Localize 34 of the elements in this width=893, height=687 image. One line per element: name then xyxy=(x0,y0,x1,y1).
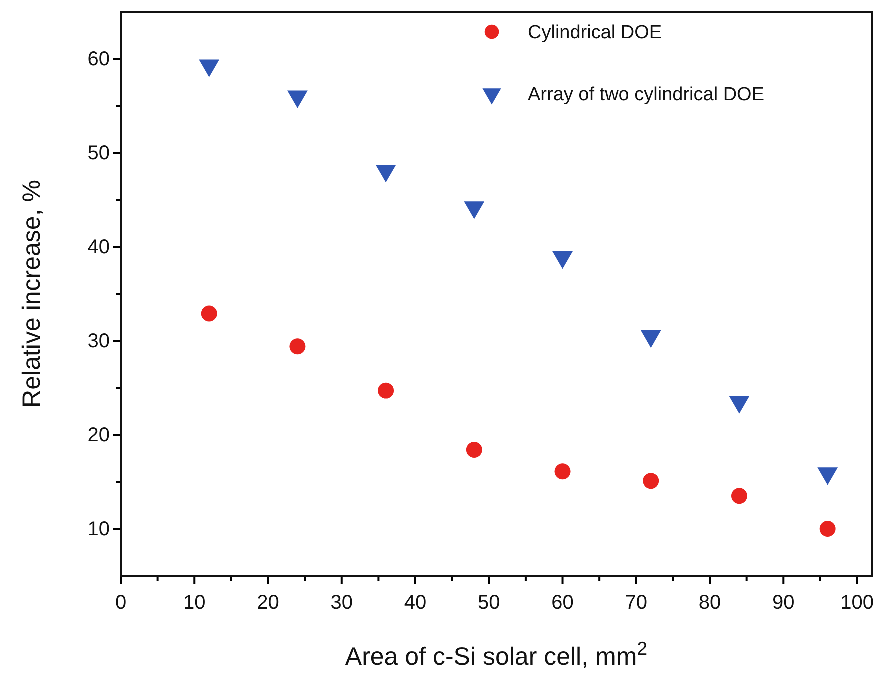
x-tick-label: 90 xyxy=(772,592,795,614)
x-tick-label: 40 xyxy=(404,592,427,614)
point xyxy=(288,90,308,108)
point xyxy=(199,60,220,78)
x-tick-label: 30 xyxy=(330,592,354,614)
point xyxy=(378,382,394,399)
y-tick-label: 10 xyxy=(88,518,110,540)
x-tick-label: 10 xyxy=(184,592,206,614)
point xyxy=(290,338,306,355)
point xyxy=(201,306,218,322)
point xyxy=(820,521,836,537)
x-tick-label: 80 xyxy=(698,592,722,614)
x-tick-label: 50 xyxy=(478,592,500,614)
point xyxy=(376,164,396,183)
x-tick-label: 0 xyxy=(115,592,127,614)
point xyxy=(464,202,485,220)
y-tick-label: 50 xyxy=(88,142,110,164)
y-axis-title: Relative increase, % xyxy=(18,180,46,408)
legend-label: Cylindrical DOE xyxy=(528,22,662,44)
point xyxy=(554,464,571,480)
x-tick-label: 60 xyxy=(552,592,574,614)
x-axis-title: Area of c-Si solar cell, mm$^{2}$ xyxy=(345,638,648,671)
y-tick-label: 60 xyxy=(88,48,110,70)
x-tick-label: 70 xyxy=(625,592,648,614)
y-tick-label: 20 xyxy=(88,424,110,446)
point xyxy=(731,488,748,504)
x-tick-label: 100 xyxy=(840,592,874,614)
y-tick-label: 30 xyxy=(88,330,110,352)
legend-label: Array of two cylindrical DOE xyxy=(528,84,765,106)
x-tick-label: 20 xyxy=(257,592,280,614)
point xyxy=(466,442,482,458)
y-tick-label: 40 xyxy=(88,236,110,258)
point xyxy=(552,251,573,270)
point xyxy=(643,473,660,490)
